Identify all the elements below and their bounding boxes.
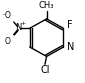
Text: N: N bbox=[67, 42, 74, 52]
Text: CH₃: CH₃ bbox=[39, 1, 54, 10]
Text: F: F bbox=[67, 20, 73, 30]
Text: N: N bbox=[15, 23, 22, 32]
Text: ⁻O: ⁻O bbox=[1, 11, 11, 20]
Text: Cl: Cl bbox=[40, 65, 50, 75]
Text: O: O bbox=[5, 37, 11, 46]
Text: +: + bbox=[21, 21, 26, 26]
